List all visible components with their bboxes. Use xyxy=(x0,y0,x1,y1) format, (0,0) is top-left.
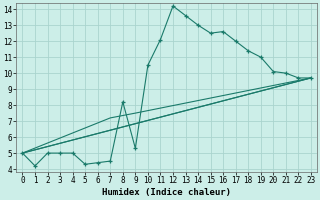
X-axis label: Humidex (Indice chaleur): Humidex (Indice chaleur) xyxy=(102,188,231,197)
